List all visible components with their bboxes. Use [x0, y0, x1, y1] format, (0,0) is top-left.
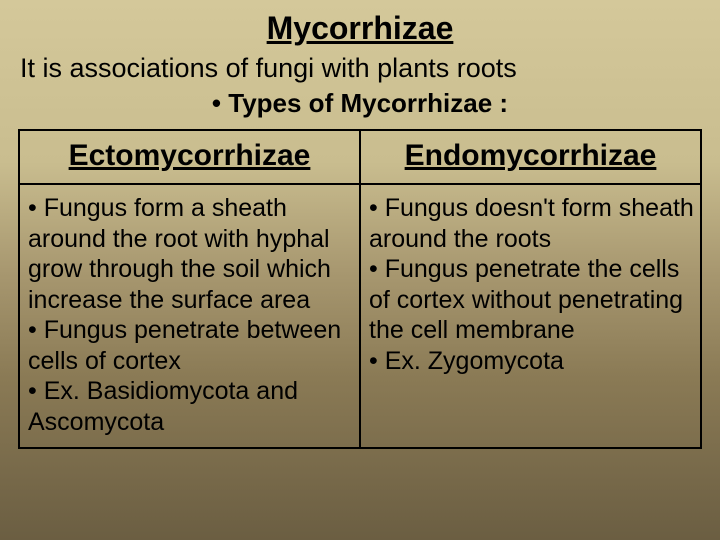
column-body-ecto: • Fungus form a sheath around the root w… — [19, 184, 360, 448]
column-title-endo: Endomycorrhizae — [405, 139, 657, 172]
table-body-row: • Fungus form a sheath around the root w… — [19, 184, 701, 448]
column-header-endo: Endomycorrhizae — [360, 130, 701, 184]
subtitle-text: It is associations of fungi with plants … — [18, 53, 702, 84]
types-heading: • Types of Mycorrhizae : — [18, 88, 702, 119]
ecto-body-text: • Fungus form a sheath around the root w… — [28, 193, 353, 437]
column-body-endo: • Fungus doesn't form sheath around the … — [360, 184, 701, 448]
endo-body-text: • Fungus doesn't form sheath around the … — [369, 193, 694, 376]
page-title: Mycorrhizae — [18, 10, 702, 47]
table-header-row: Ectomycorrhizae Endomycorrhizae — [19, 130, 701, 184]
comparison-table: Ectomycorrhizae Endomycorrhizae • Fungus… — [18, 129, 702, 449]
column-title-ecto: Ectomycorrhizae — [69, 139, 311, 172]
column-header-ecto: Ectomycorrhizae — [19, 130, 360, 184]
